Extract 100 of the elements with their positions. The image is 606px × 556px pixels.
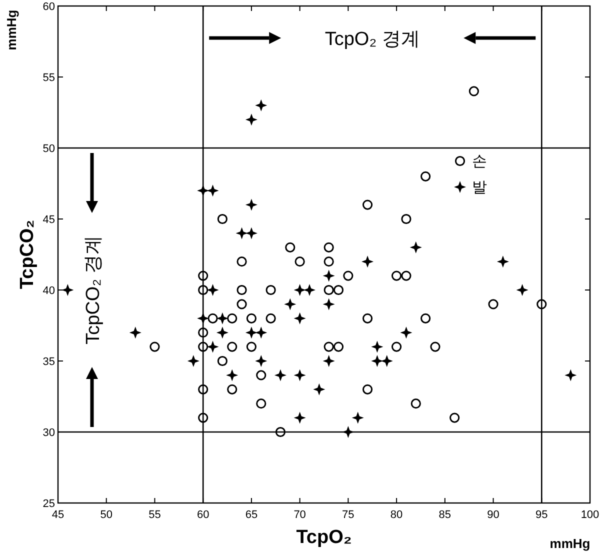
point xyxy=(313,383,326,396)
point xyxy=(275,426,286,438)
y-axis-title: TcpCO₂ xyxy=(17,220,38,290)
annotation: TcpCO₂ 경계 xyxy=(83,236,104,344)
point xyxy=(343,270,354,281)
point xyxy=(450,412,460,423)
point xyxy=(227,342,238,352)
y-tick-label: 35 xyxy=(42,356,55,368)
point xyxy=(62,284,74,296)
point xyxy=(245,326,258,339)
point xyxy=(198,412,208,423)
point xyxy=(187,355,200,367)
point xyxy=(256,398,266,409)
point xyxy=(488,299,498,310)
point xyxy=(236,284,247,296)
point xyxy=(227,384,238,394)
point xyxy=(496,256,509,268)
point xyxy=(246,342,257,352)
point xyxy=(198,284,208,296)
point xyxy=(255,326,268,339)
point xyxy=(324,256,334,267)
point xyxy=(284,298,296,310)
point xyxy=(371,340,384,353)
point xyxy=(226,369,238,382)
point xyxy=(217,214,228,224)
point xyxy=(255,99,268,112)
point xyxy=(420,171,431,182)
y-tick-label: 25 xyxy=(42,498,55,510)
point xyxy=(536,299,547,310)
x-tick-label: 90 xyxy=(487,509,500,521)
point xyxy=(129,326,142,339)
point xyxy=(294,312,306,324)
x-tick-label: 85 xyxy=(438,509,452,521)
point xyxy=(217,356,228,366)
y-tick-label: 45 xyxy=(42,214,55,226)
point xyxy=(236,299,247,310)
point xyxy=(206,340,219,353)
point xyxy=(198,270,208,281)
point xyxy=(371,355,384,367)
annotation: TcpO₂ 경계 xyxy=(324,29,420,50)
point xyxy=(208,313,218,324)
point xyxy=(391,342,402,352)
x-tick-label: 50 xyxy=(100,509,112,521)
point xyxy=(198,384,208,394)
point xyxy=(150,342,160,352)
point xyxy=(303,284,316,296)
point xyxy=(294,369,306,382)
point xyxy=(410,241,422,254)
point xyxy=(516,284,528,296)
point xyxy=(236,256,247,267)
x-tick-label: 55 xyxy=(148,509,161,521)
legend-label: 손 xyxy=(472,153,487,170)
point xyxy=(324,284,334,296)
point xyxy=(206,184,219,197)
text: mmHg xyxy=(4,10,19,50)
point xyxy=(245,198,258,211)
point xyxy=(245,227,258,240)
point xyxy=(333,284,344,296)
point xyxy=(468,86,479,96)
point xyxy=(400,326,412,339)
y-tick-label: 60 xyxy=(42,1,55,13)
point xyxy=(362,313,373,324)
y-tick-label: 55 xyxy=(42,72,55,84)
point xyxy=(216,312,228,324)
point xyxy=(564,369,577,382)
point xyxy=(197,184,210,197)
point xyxy=(294,412,306,424)
point xyxy=(380,355,393,367)
point xyxy=(198,342,208,352)
point xyxy=(342,426,354,438)
point xyxy=(322,355,335,367)
point xyxy=(294,256,305,267)
text: mmHg xyxy=(550,536,590,551)
point xyxy=(256,370,266,380)
point xyxy=(401,214,412,224)
point xyxy=(333,342,344,352)
point xyxy=(420,313,431,324)
point xyxy=(198,328,208,338)
point xyxy=(362,256,374,268)
point xyxy=(322,270,335,282)
point xyxy=(236,227,248,240)
point xyxy=(324,342,334,352)
x-axis-title: TcpO₂ xyxy=(296,527,352,548)
point xyxy=(216,326,228,339)
point xyxy=(266,313,276,324)
point xyxy=(227,313,238,324)
y-tick-label: 30 xyxy=(42,427,55,439)
x-tick-label: 65 xyxy=(245,509,258,521)
x-tick-label: 75 xyxy=(342,509,354,521)
x-tick-label: 95 xyxy=(536,509,548,521)
point xyxy=(430,342,440,352)
point xyxy=(324,242,334,252)
x-tick-label: 100 xyxy=(580,509,600,521)
point xyxy=(362,200,373,210)
point xyxy=(294,284,306,296)
x-tick-label: 60 xyxy=(196,509,210,521)
point xyxy=(322,298,335,310)
point xyxy=(352,412,364,424)
point xyxy=(274,369,286,382)
y-tick-label: 40 xyxy=(42,285,55,297)
